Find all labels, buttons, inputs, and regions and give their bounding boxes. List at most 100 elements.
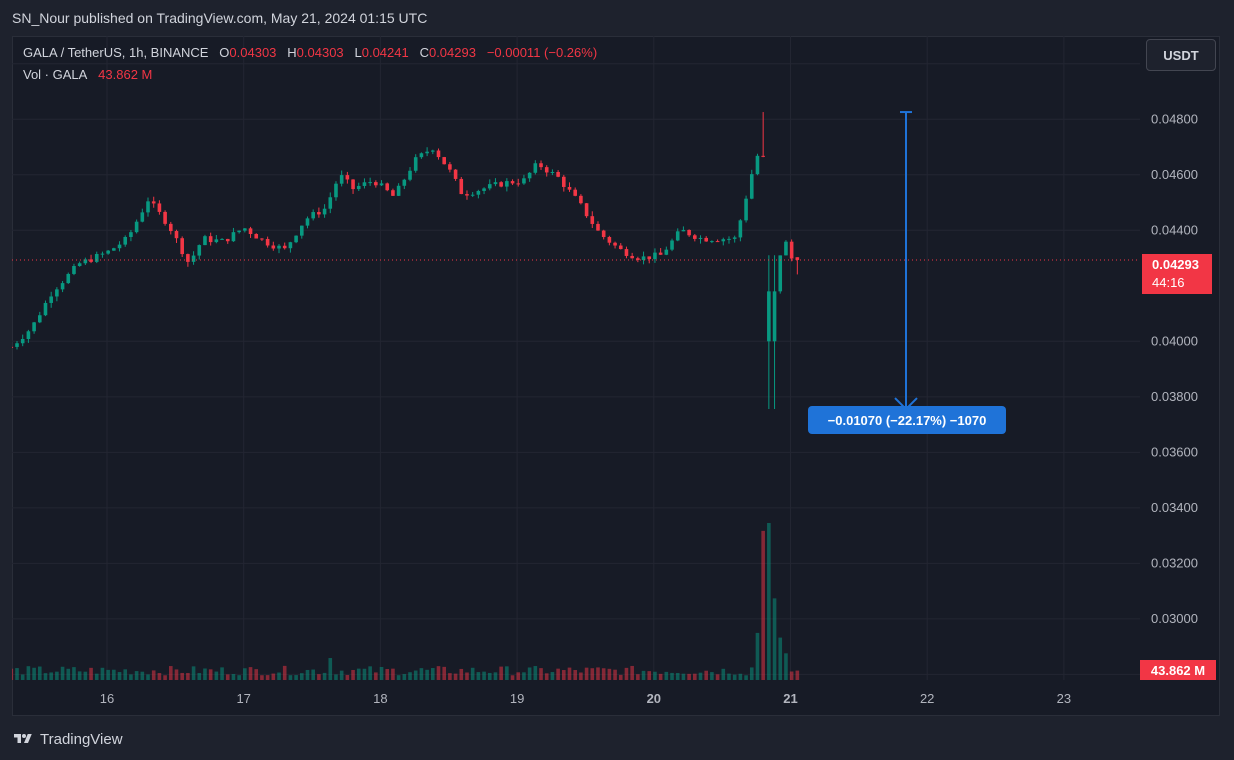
footer[interactable]: TradingView xyxy=(12,728,123,750)
volume-bar xyxy=(197,673,202,680)
volume-bar xyxy=(579,672,583,680)
candles xyxy=(12,112,800,410)
candle-body xyxy=(431,150,435,152)
candle-body xyxy=(681,229,686,232)
candle-body xyxy=(288,242,293,249)
candle-body xyxy=(225,238,230,242)
candle-body xyxy=(117,244,122,249)
volume-bar xyxy=(744,675,748,680)
candle-body xyxy=(539,163,543,168)
candle-body xyxy=(254,234,259,239)
volume-bar xyxy=(584,667,589,680)
candle-body xyxy=(49,296,53,303)
time-tick-label: 23 xyxy=(1057,691,1071,706)
volume-bar xyxy=(203,668,207,680)
candle-body xyxy=(220,238,224,240)
volume-bar xyxy=(630,665,634,680)
candle-body xyxy=(55,289,59,297)
candle-body xyxy=(356,185,361,190)
volume-bar xyxy=(72,667,76,680)
candle-body xyxy=(596,223,600,231)
volume-bar xyxy=(687,673,691,680)
price-tick-label: 0.03200 xyxy=(1151,555,1198,570)
candle-body xyxy=(419,153,424,158)
high-value: 0.04303 xyxy=(296,45,344,60)
volume-bar xyxy=(146,674,150,680)
volume-bar xyxy=(675,673,680,680)
candle-body xyxy=(573,189,577,196)
candle-body xyxy=(710,241,714,243)
candle-body xyxy=(527,172,532,179)
volume-bar xyxy=(715,674,720,680)
symbol-legend[interactable]: GALA / TetherUS, 1h, BINANCE O0.04303 H0… xyxy=(23,45,597,60)
volume-bar xyxy=(493,672,498,680)
candle-body xyxy=(641,256,646,260)
volume-bar xyxy=(550,672,555,680)
candle-body xyxy=(163,211,167,224)
candle-body xyxy=(732,237,737,239)
candle-body xyxy=(60,283,65,290)
volume-bar xyxy=(761,530,765,680)
volume-bar xyxy=(299,673,304,680)
volume-bar xyxy=(89,667,93,680)
measure-arrow xyxy=(894,111,918,411)
volume-bar xyxy=(305,669,310,680)
candle-body xyxy=(442,157,446,165)
candle-body xyxy=(465,194,469,196)
candle-body xyxy=(698,237,703,239)
time-tick-label: 22 xyxy=(920,691,934,706)
volume-bar xyxy=(83,671,88,680)
volume-bar xyxy=(710,672,714,680)
candle-body xyxy=(208,236,213,243)
volume-bar xyxy=(66,668,71,680)
candle-body xyxy=(157,203,162,212)
candle-body xyxy=(704,237,709,242)
candle-body xyxy=(385,183,390,191)
grid xyxy=(12,36,1140,680)
volume-bar xyxy=(755,632,760,680)
candle-body xyxy=(37,315,42,323)
volume-bar xyxy=(163,675,167,680)
volume-bar xyxy=(795,670,800,680)
candle-body xyxy=(562,176,566,187)
volume-bar xyxy=(322,672,327,680)
candle-body xyxy=(749,174,754,199)
volume-bar xyxy=(727,673,731,680)
candle-body xyxy=(436,150,441,158)
candle-body xyxy=(647,256,652,260)
volume-bar xyxy=(590,668,595,680)
volume-bar xyxy=(482,671,486,680)
volume-bar xyxy=(12,668,14,680)
candle-body xyxy=(15,343,19,347)
volume-bar xyxy=(151,670,156,680)
candle-body xyxy=(311,212,315,219)
candle-body xyxy=(784,241,788,256)
volume-bar xyxy=(658,673,663,680)
candle-body xyxy=(322,208,327,215)
candle-body xyxy=(482,188,486,191)
volume-bar xyxy=(670,672,674,680)
volume-legend[interactable]: Vol · GALA 43.862 M xyxy=(23,67,152,82)
measure-label[interactable]: −0.01070 (−22.17%) −1070 xyxy=(808,406,1006,434)
volume-bar xyxy=(94,673,99,680)
candle-body xyxy=(767,291,771,342)
open-value: 0.04303 xyxy=(229,45,277,60)
candle-body xyxy=(550,172,555,174)
volume-bar xyxy=(448,673,452,680)
volume-bar xyxy=(356,668,361,680)
volume-bar xyxy=(533,666,538,680)
time-axis: 16 17 18 19 20 21 22 23 xyxy=(100,691,1071,706)
candlestick-chart[interactable]: 0.050000.048000.046000.044000.040000.038… xyxy=(12,36,1220,716)
volume-label: Vol · GALA xyxy=(23,67,88,82)
candle-body xyxy=(214,239,219,243)
volume-bar xyxy=(288,675,293,680)
volume-bar xyxy=(784,653,788,680)
chart-frame[interactable] xyxy=(12,36,1220,716)
volume-bar xyxy=(379,666,384,680)
currency-button[interactable]: USDT xyxy=(1146,39,1216,71)
candle-body xyxy=(636,258,640,260)
candle-body xyxy=(106,250,110,254)
candle-body xyxy=(453,169,458,179)
volume-bar xyxy=(32,667,36,680)
candle-body xyxy=(584,203,589,217)
